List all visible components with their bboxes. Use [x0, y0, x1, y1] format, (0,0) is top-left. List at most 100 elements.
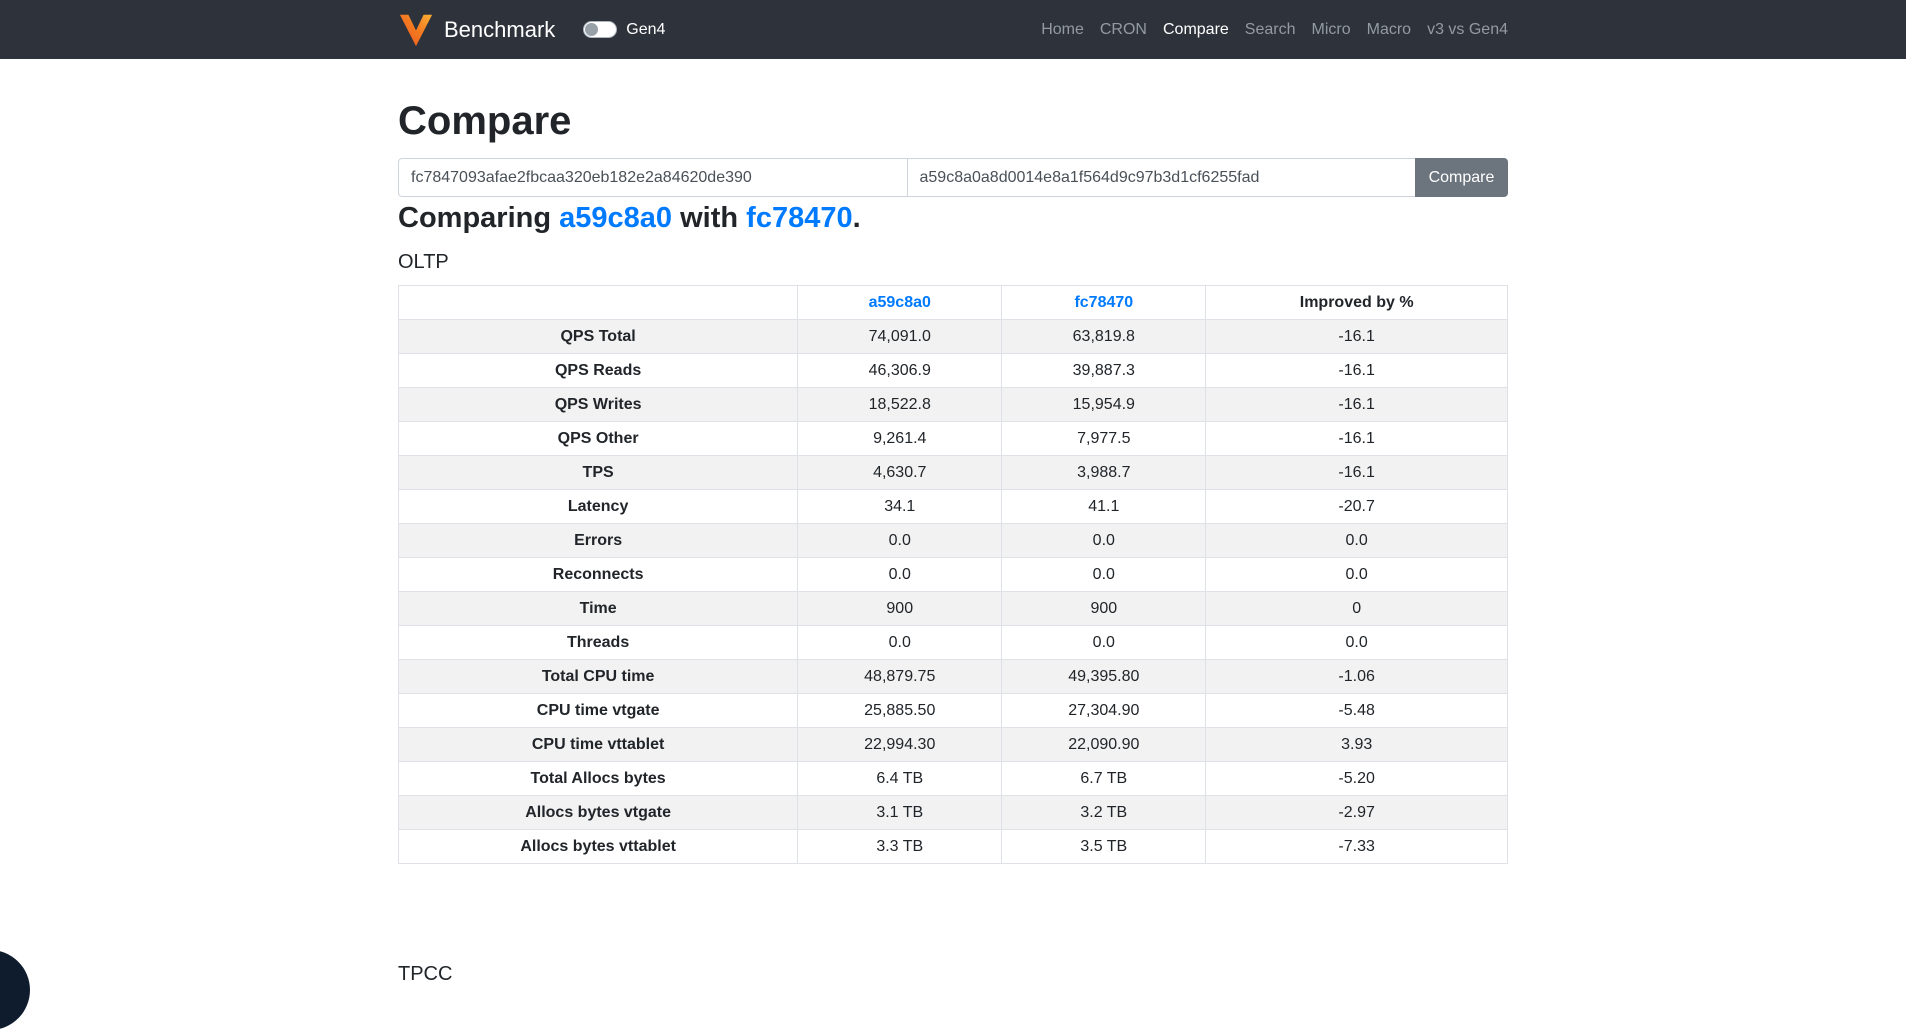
- cell-label: Allocs bytes vttablet: [399, 829, 798, 863]
- cell-label: TPS: [399, 455, 798, 489]
- table-row: QPS Reads46,306.939,887.3-16.1: [399, 353, 1508, 387]
- table-row: Reconnects0.00.00.0: [399, 557, 1508, 591]
- cell-a: 74,091.0: [798, 319, 1002, 353]
- table-row: Total Allocs bytes6.4 TB6.7 TB-5.20: [399, 761, 1508, 795]
- cell-a: 3.3 TB: [798, 829, 1002, 863]
- cell-improved: -16.1: [1206, 421, 1508, 455]
- cell-a: 18,522.8: [798, 387, 1002, 421]
- cell-label: CPU time vtgate: [399, 693, 798, 727]
- header-blank: [399, 285, 798, 319]
- cell-improved: 0.0: [1206, 523, 1508, 557]
- right-sha-input[interactable]: [907, 158, 1417, 197]
- table-row: Errors0.00.00.0: [399, 523, 1508, 557]
- compare-button[interactable]: Compare: [1415, 158, 1508, 197]
- nav-item-compare[interactable]: Compare: [1155, 13, 1237, 47]
- cell-improved: -5.20: [1206, 761, 1508, 795]
- cell-improved: -16.1: [1206, 387, 1508, 421]
- tpcc-section-title: TPCC: [398, 962, 1508, 986]
- main-nav: Home CRON Compare Search Micro Macro v3 …: [1033, 13, 1508, 47]
- table-row: QPS Total74,091.063,819.8-16.1: [399, 319, 1508, 353]
- cell-improved: 3.93: [1206, 727, 1508, 761]
- nav-item-v3-vs-gen4[interactable]: v3 vs Gen4: [1419, 13, 1508, 47]
- toggle-knob: [585, 23, 598, 36]
- header-sha-b: fc78470: [1002, 285, 1206, 319]
- sha-a-link[interactable]: a59c8a0: [869, 294, 931, 311]
- sha-b-link[interactable]: fc78470: [1074, 294, 1133, 311]
- cell-a: 6.4 TB: [798, 761, 1002, 795]
- cell-label: Errors: [399, 523, 798, 557]
- cell-a: 0.0: [798, 625, 1002, 659]
- cell-a: 3.1 TB: [798, 795, 1002, 829]
- table-row: CPU time vtgate25,885.5027,304.90-5.48: [399, 693, 1508, 727]
- nav-item-home[interactable]: Home: [1033, 13, 1092, 47]
- cell-improved: -5.48: [1206, 693, 1508, 727]
- top-navbar: Benchmark Gen4 Home CRON Compare Search …: [0, 0, 1906, 59]
- nav-item-macro[interactable]: Macro: [1359, 13, 1419, 47]
- compare-form: Compare: [398, 158, 1508, 197]
- cell-b: 6.7 TB: [1002, 761, 1206, 795]
- table-row: Latency34.141.1-20.7: [399, 489, 1508, 523]
- left-sha-input[interactable]: [398, 158, 908, 197]
- cell-label: Reconnects: [399, 557, 798, 591]
- cell-improved: -16.1: [1206, 455, 1508, 489]
- cell-a: 900: [798, 591, 1002, 625]
- table-header-row: a59c8a0 fc78470 Improved by %: [399, 285, 1508, 319]
- cell-label: Threads: [399, 625, 798, 659]
- cell-label: QPS Other: [399, 421, 798, 455]
- vitess-logo-icon: [398, 13, 434, 47]
- cell-b: 63,819.8: [1002, 319, 1206, 353]
- comparing-period: .: [853, 202, 861, 234]
- cell-improved: 0: [1206, 591, 1508, 625]
- cell-label: Allocs bytes vtgate: [399, 795, 798, 829]
- page-title: Compare: [398, 97, 1508, 145]
- table-row: Allocs bytes vtgate3.1 TB3.2 TB-2.97: [399, 795, 1508, 829]
- cell-a: 34.1: [798, 489, 1002, 523]
- table-row: QPS Other9,261.47,977.5-16.1: [399, 421, 1508, 455]
- cell-b: 3,988.7: [1002, 455, 1206, 489]
- cell-label: Total Allocs bytes: [399, 761, 798, 795]
- cell-label: CPU time vttablet: [399, 727, 798, 761]
- cell-improved: -1.06: [1206, 659, 1508, 693]
- comparing-prefix: Comparing: [398, 202, 551, 234]
- cell-a: 48,879.75: [798, 659, 1002, 693]
- comparing-heading: Comparing a59c8a0 with fc78470.: [398, 201, 1508, 236]
- cell-label: QPS Writes: [399, 387, 798, 421]
- cell-b: 27,304.90: [1002, 693, 1206, 727]
- cell-improved: -20.7: [1206, 489, 1508, 523]
- table-row: CPU time vttablet22,994.3022,090.903.93: [399, 727, 1508, 761]
- cell-label: Latency: [399, 489, 798, 523]
- cell-a: 9,261.4: [798, 421, 1002, 455]
- cell-a: 22,994.30: [798, 727, 1002, 761]
- left-sha-link[interactable]: a59c8a0: [559, 202, 672, 234]
- cell-a: 0.0: [798, 557, 1002, 591]
- corner-overlay-shape: [0, 950, 30, 1030]
- brand-link[interactable]: Benchmark: [398, 13, 555, 47]
- right-sha-link[interactable]: fc78470: [746, 202, 852, 234]
- gen4-toggle[interactable]: Gen4: [583, 21, 665, 39]
- cell-b: 900: [1002, 591, 1206, 625]
- table-row: TPS4,630.73,988.7-16.1: [399, 455, 1508, 489]
- header-improved: Improved by %: [1206, 285, 1508, 319]
- cell-b: 3.2 TB: [1002, 795, 1206, 829]
- cell-a: 46,306.9: [798, 353, 1002, 387]
- cell-improved: 0.0: [1206, 625, 1508, 659]
- cell-b: 0.0: [1002, 523, 1206, 557]
- nav-item-cron[interactable]: CRON: [1092, 13, 1155, 47]
- table-row: Threads0.00.00.0: [399, 625, 1508, 659]
- cell-b: 7,977.5: [1002, 421, 1206, 455]
- cell-a: 0.0: [798, 523, 1002, 557]
- nav-item-search[interactable]: Search: [1237, 13, 1304, 47]
- cell-improved: -16.1: [1206, 319, 1508, 353]
- cell-label: QPS Reads: [399, 353, 798, 387]
- nav-item-micro[interactable]: Micro: [1304, 13, 1359, 47]
- table-row: Allocs bytes vttablet3.3 TB3.5 TB-7.33: [399, 829, 1508, 863]
- cell-b: 39,887.3: [1002, 353, 1206, 387]
- cell-b: 49,395.80: [1002, 659, 1206, 693]
- table-row: QPS Writes18,522.815,954.9-16.1: [399, 387, 1508, 421]
- cell-label: Time: [399, 591, 798, 625]
- oltp-section-title: OLTP: [398, 250, 1508, 274]
- toggle-switch[interactable]: [583, 21, 617, 38]
- oltp-table-body: QPS Total74,091.063,819.8-16.1QPS Reads4…: [399, 319, 1508, 863]
- cell-label: QPS Total: [399, 319, 798, 353]
- cell-b: 3.5 TB: [1002, 829, 1206, 863]
